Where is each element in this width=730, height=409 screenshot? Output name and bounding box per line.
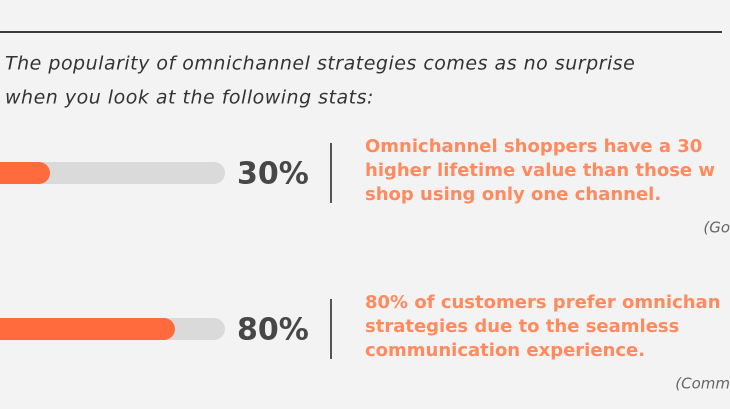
bar [0,318,175,340]
stat-text: higher lifetime value than those w [365,160,715,181]
percent-label: 30% [237,157,309,192]
bar [0,162,50,184]
bar-track [0,162,225,184]
stat-text: shop using only one channel. [365,184,661,205]
stat-text: Omnichannel shoppers have a 30 [365,136,702,157]
source: (Go [703,219,730,237]
stat-text: 80% of customers prefer omnichan [365,292,721,313]
intro-line: when you look at the following stats: [5,87,374,109]
stat-text: strategies due to the seamless [365,316,679,337]
intro-line: The popularity of omnichannel strategies… [5,53,635,75]
stat-text: communication experience. [365,340,645,361]
source: (Comm [675,375,730,393]
percent-label: 80% [237,313,309,348]
